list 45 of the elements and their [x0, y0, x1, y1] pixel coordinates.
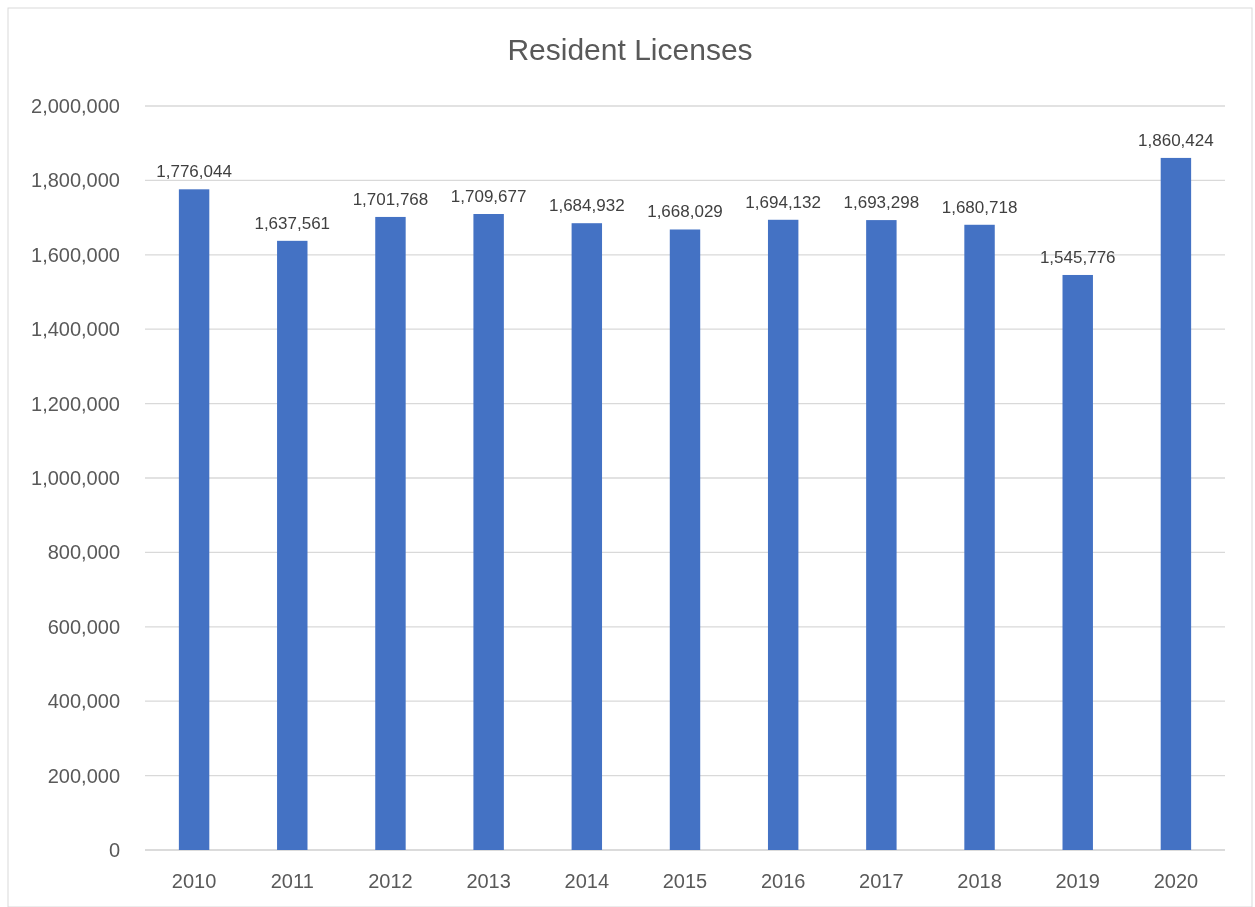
- y-tick-label: 1,800,000: [31, 169, 120, 192]
- y-tick-label: 1,200,000: [31, 392, 120, 415]
- x-tick-label: 2014: [564, 870, 610, 892]
- y-tick-label: 400,000: [47, 690, 120, 713]
- data-label: 1,545,776: [1039, 247, 1116, 267]
- y-tick-label: 0: [108, 839, 120, 861]
- y-tick-label: 600,000: [47, 615, 120, 638]
- bar: [277, 240, 308, 850]
- y-tick-label: 2,000,000: [31, 95, 120, 117]
- bar: [866, 220, 897, 850]
- x-tick-label: 2012: [368, 870, 413, 892]
- x-tick-label: 2013: [466, 870, 511, 892]
- data-label: 1,680,718: [941, 197, 1018, 217]
- x-tick-label: 2016: [760, 870, 806, 892]
- data-label: 1,709,677: [450, 187, 527, 206]
- x-tick-label: 2010: [171, 870, 217, 892]
- bar: [375, 216, 406, 850]
- data-label: 1,637,561: [254, 213, 331, 233]
- data-label: 1,776,044: [156, 162, 232, 182]
- x-tick-label: 2017: [859, 870, 904, 892]
- chart-title: Resident Licenses: [507, 33, 753, 66]
- data-label: 1,684,932: [549, 196, 625, 216]
- bar: [669, 229, 701, 850]
- y-tick-label: 800,000: [47, 541, 120, 564]
- data-label: 1,668,029: [647, 202, 723, 222]
- x-tick-label: 2015: [662, 870, 708, 892]
- bar: [473, 214, 504, 850]
- data-label: 1,860,424: [1138, 130, 1214, 150]
- x-tick-label: 2011: [270, 870, 314, 892]
- bar: [571, 223, 603, 850]
- bar: [964, 224, 995, 850]
- data-label: 1,701,768: [352, 189, 429, 209]
- y-tick-label: 1,600,000: [31, 243, 120, 266]
- bar: [1160, 157, 1192, 850]
- data-label: 1,693,298: [843, 193, 920, 213]
- x-tick-label: 2020: [1153, 870, 1199, 892]
- y-tick-label: 1,400,000: [31, 318, 120, 341]
- bar: [178, 189, 210, 850]
- y-tick-label: 1,000,000: [31, 467, 120, 489]
- y-tick-label: 200,000: [47, 764, 120, 787]
- data-label: 1,694,132: [745, 192, 821, 212]
- bar: [767, 219, 799, 850]
- x-tick-label: 2018: [957, 870, 1002, 892]
- x-tick-label: 2019: [1055, 870, 1100, 892]
- bar: [1062, 274, 1093, 850]
